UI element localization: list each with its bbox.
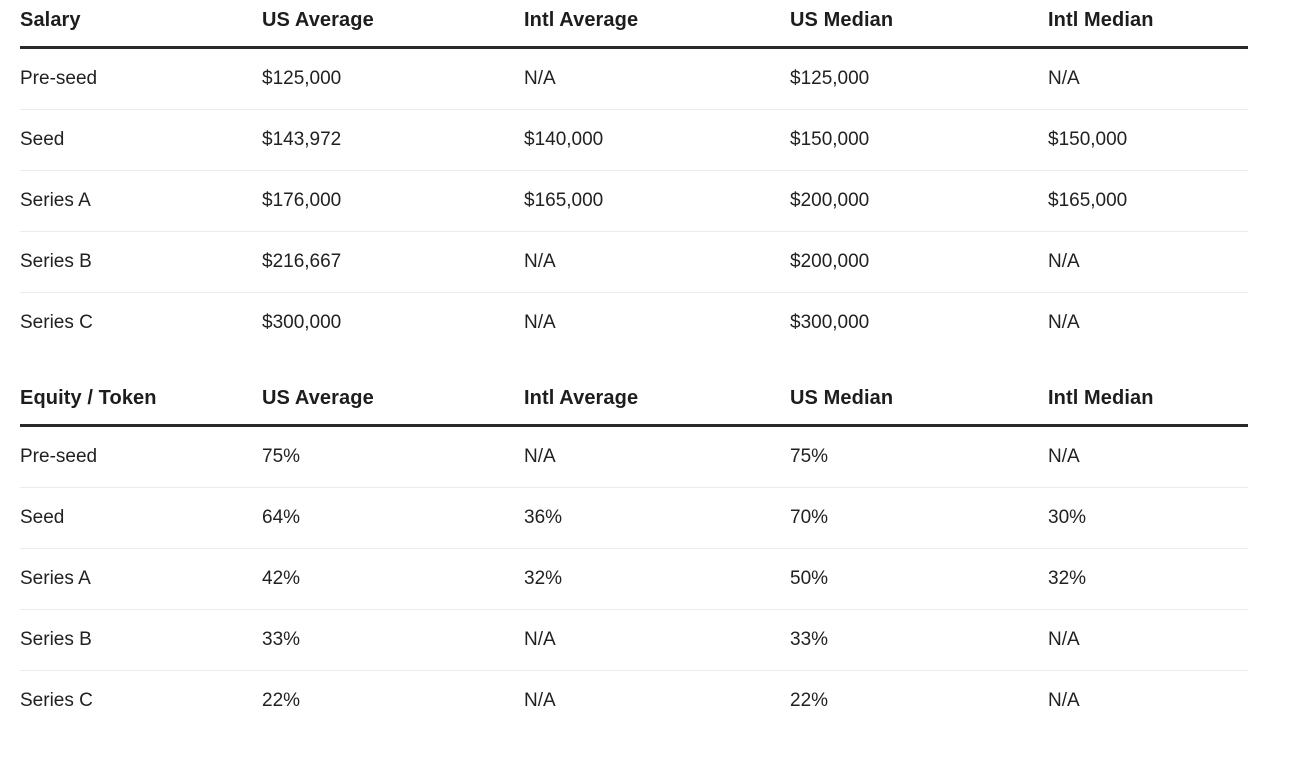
- cell-value: 32%: [1048, 548, 1248, 610]
- table-row: Series B 33% N/A 33% N/A: [20, 609, 1248, 671]
- cell-value: 22%: [262, 690, 301, 711]
- cell-value: 50%: [790, 548, 1048, 610]
- table-row: Series C $300,000 N/A $300,000 N/A: [20, 293, 1248, 354]
- cell-value: $125,000: [790, 47, 1048, 110]
- row-label: Series A: [20, 170, 262, 232]
- cell-value: $176,000: [262, 170, 524, 232]
- column-header-us-average: US Average: [262, 0, 524, 49]
- cell-value: N/A: [1048, 609, 1248, 671]
- row-label: Series A: [20, 548, 262, 610]
- cell-value: N/A: [524, 690, 556, 711]
- table-row: Series A $176,000 $165,000 $200,000 $165…: [20, 170, 1248, 232]
- cell-value: N/A: [524, 312, 556, 333]
- cell-value: 70%: [790, 487, 1048, 549]
- cell-value: $150,000: [1048, 109, 1248, 171]
- cell-value: 33%: [262, 609, 524, 671]
- column-header-equity-token: Equity / Token: [20, 378, 262, 427]
- table-row: Series A 42% 32% 50% 32%: [20, 548, 1248, 610]
- cell-value: $200,000: [790, 170, 1048, 232]
- cell-value: $200,000: [790, 231, 1048, 293]
- cell-value: $300,000: [790, 312, 870, 333]
- cell-value: N/A: [1048, 47, 1248, 110]
- column-header-us-median: US Median: [790, 378, 1048, 427]
- row-label: Seed: [20, 109, 262, 171]
- row-label: Pre-seed: [20, 425, 262, 488]
- column-header-intl-median: Intl Median: [1048, 378, 1248, 427]
- column-header-intl-median: Intl Median: [1048, 0, 1248, 49]
- cell-value: 64%: [262, 487, 524, 549]
- cell-value: 33%: [790, 609, 1048, 671]
- cell-value: 75%: [262, 425, 524, 488]
- table-row: Pre-seed 75% N/A 75% N/A: [20, 425, 1248, 488]
- equity-token-table: Equity / Token US Average Intl Average U…: [20, 378, 1248, 731]
- cell-value: $216,667: [262, 231, 524, 293]
- column-header-salary: Salary: [20, 0, 262, 49]
- table-row: Series B $216,667 N/A $200,000 N/A: [20, 231, 1248, 293]
- row-label: Series C: [20, 690, 93, 711]
- column-header-us-average: US Average: [262, 378, 524, 427]
- cell-value: N/A: [1048, 231, 1248, 293]
- cell-value: 30%: [1048, 487, 1248, 549]
- table-gap: [20, 353, 1248, 378]
- cell-value: $125,000: [262, 47, 524, 110]
- cell-value: N/A: [524, 47, 790, 110]
- row-label: Pre-seed: [20, 47, 262, 110]
- row-label: Series B: [20, 231, 262, 293]
- row-label: Series C: [20, 312, 93, 333]
- cell-value: 32%: [524, 548, 790, 610]
- cell-value: 36%: [524, 487, 790, 549]
- cell-value: $165,000: [524, 170, 790, 232]
- page: Salary US Average Intl Average US Median…: [20, 0, 1248, 731]
- equity-header-row: Equity / Token US Average Intl Average U…: [20, 378, 1248, 427]
- cell-value: N/A: [1048, 690, 1080, 711]
- cell-value: N/A: [524, 231, 790, 293]
- cell-value: $150,000: [790, 109, 1048, 171]
- cell-value: 42%: [262, 548, 524, 610]
- table-row: Seed 64% 36% 70% 30%: [20, 487, 1248, 549]
- table-row: Seed $143,972 $140,000 $150,000 $150,000: [20, 109, 1248, 171]
- column-header-intl-average: Intl Average: [524, 378, 790, 427]
- cell-value: 22%: [790, 690, 829, 711]
- table-row: Series C 22% N/A 22% N/A: [20, 671, 1248, 732]
- cell-value: $300,000: [262, 312, 342, 333]
- table-row: Pre-seed $125,000 N/A $125,000 N/A: [20, 47, 1248, 110]
- cell-value: $143,972: [262, 109, 524, 171]
- cell-value: $140,000: [524, 109, 790, 171]
- cell-value: $165,000: [1048, 170, 1248, 232]
- column-header-intl-average: Intl Average: [524, 0, 790, 49]
- cell-value: N/A: [1048, 312, 1080, 333]
- cell-value: N/A: [524, 609, 790, 671]
- row-label: Series B: [20, 609, 262, 671]
- salary-table: Salary US Average Intl Average US Median…: [20, 0, 1248, 353]
- cell-value: N/A: [524, 425, 790, 488]
- cell-value: N/A: [1048, 425, 1248, 488]
- cell-value: 75%: [790, 425, 1048, 488]
- salary-header-row: Salary US Average Intl Average US Median…: [20, 0, 1248, 49]
- column-header-us-median: US Median: [790, 0, 1048, 49]
- row-label: Seed: [20, 487, 262, 549]
